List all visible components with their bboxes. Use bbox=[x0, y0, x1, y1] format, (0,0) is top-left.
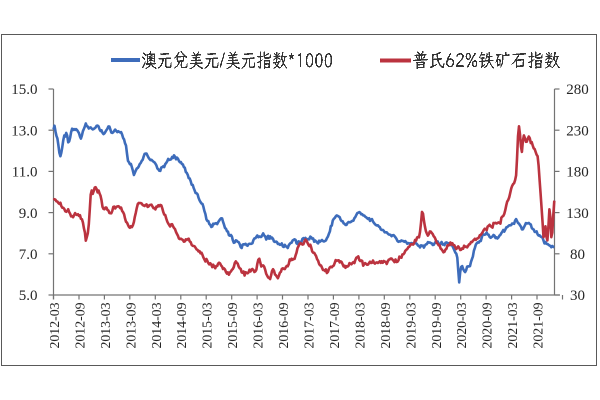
svg-text:5.0: 5.0 bbox=[19, 288, 38, 304]
svg-text:2018-09: 2018-09 bbox=[378, 302, 393, 348]
svg-text:2019-03: 2019-03 bbox=[403, 302, 418, 348]
svg-text:230: 230 bbox=[566, 123, 589, 139]
svg-text:2019-09: 2019-09 bbox=[429, 302, 444, 348]
svg-text:280: 280 bbox=[566, 82, 589, 98]
svg-text:2017-09: 2017-09 bbox=[327, 302, 342, 348]
svg-text:30: 30 bbox=[570, 288, 585, 304]
svg-text:2020-03: 2020-03 bbox=[454, 302, 469, 348]
svg-text:180: 180 bbox=[566, 165, 589, 181]
svg-text:2013-09: 2013-09 bbox=[123, 302, 138, 348]
svg-text:130: 130 bbox=[566, 206, 589, 222]
svg-text:2014-03: 2014-03 bbox=[149, 302, 164, 348]
svg-text:2014-09: 2014-09 bbox=[174, 302, 189, 348]
svg-text:2012-03: 2012-03 bbox=[47, 302, 62, 348]
svg-text:7.0: 7.0 bbox=[19, 247, 38, 263]
svg-text:9.0: 9.0 bbox=[19, 206, 38, 222]
svg-text:2020-09: 2020-09 bbox=[480, 302, 495, 348]
svg-text:2012-09: 2012-09 bbox=[73, 302, 88, 348]
svg-text:80: 80 bbox=[570, 247, 585, 263]
svg-text:2021-03: 2021-03 bbox=[505, 302, 520, 348]
svg-text:2016-09: 2016-09 bbox=[276, 302, 291, 348]
svg-text:2018-03: 2018-03 bbox=[352, 302, 367, 348]
svg-text:2016-03: 2016-03 bbox=[251, 302, 266, 348]
svg-text:15.0: 15.0 bbox=[11, 82, 37, 98]
svg-text:2015-03: 2015-03 bbox=[200, 302, 215, 348]
svg-text:2017-03: 2017-03 bbox=[302, 302, 317, 348]
svg-text:2015-09: 2015-09 bbox=[225, 302, 240, 348]
svg-text:2013-03: 2013-03 bbox=[98, 302, 113, 348]
svg-text:2021-09: 2021-09 bbox=[531, 302, 546, 348]
svg-text:13.0: 13.0 bbox=[11, 123, 37, 139]
svg-text:11.0: 11.0 bbox=[12, 165, 38, 181]
